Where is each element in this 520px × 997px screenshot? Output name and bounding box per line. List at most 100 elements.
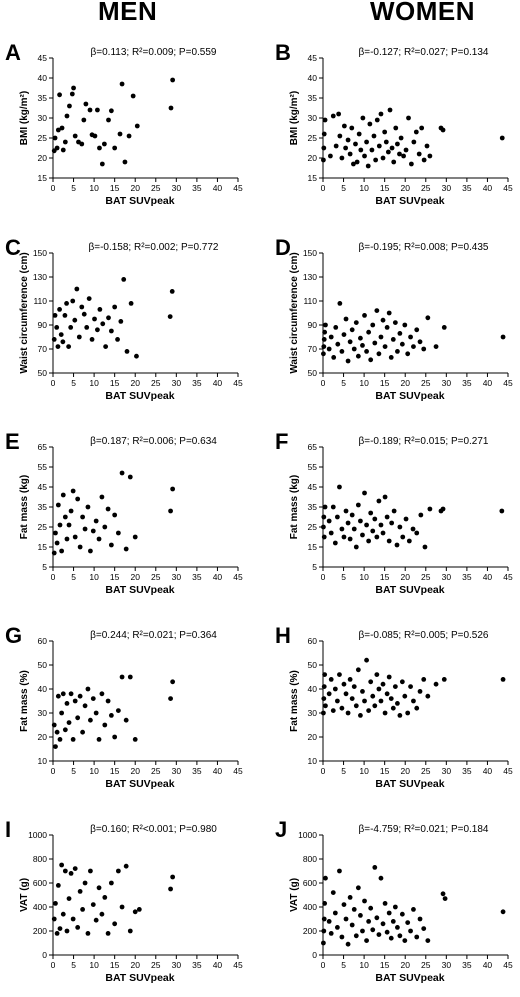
x-tick-label: 25 [151,960,161,970]
y-tick-label: 1000 [28,830,47,840]
x-tick-label: 35 [462,960,472,970]
data-point [102,722,108,728]
data-point [364,657,369,663]
x-axis-label: BAT SUVpeak [375,390,444,402]
y-tick-label: 35 [38,93,48,103]
data-point [68,871,74,876]
y-tick-label: 35 [308,93,318,103]
data-point [331,355,337,360]
data-point [417,916,423,922]
data-point [328,530,334,536]
data-point [337,868,342,874]
data-point [93,917,99,923]
data-point [330,890,336,895]
data-point [126,133,132,139]
data-point [122,159,128,165]
x-tick-label: 30 [172,572,182,582]
data-point [383,139,389,145]
x-tick-label: 5 [341,960,346,970]
y-tick-label: 70 [38,344,48,354]
data-point [123,546,129,552]
data-point [414,705,420,711]
data-point [326,919,332,924]
y-axis-label: Waist circumference (cm) [19,252,30,373]
data-point [75,925,81,930]
data-point [82,703,88,709]
x-tick-label: 15 [380,183,390,193]
x-tick-label: 20 [130,766,140,776]
data-point [362,490,367,496]
y-tick-label: 110 [303,296,317,306]
data-point [333,143,339,149]
data-point [123,717,129,723]
data-point [366,538,372,544]
x-axis-label: BAT SUVpeak [375,972,444,984]
data-point [395,701,400,706]
y-axis-label: Fat mass (kg) [19,475,30,539]
data-point [55,883,61,888]
data-point [96,885,102,891]
y-tick-label: 65 [38,442,48,452]
data-point [80,514,85,520]
x-tick-label: 25 [421,378,431,388]
x-tick-label: 30 [172,766,182,776]
data-point [112,734,118,740]
x-tick-label: 5 [71,572,76,582]
data-point [119,470,125,476]
data-point [371,133,377,139]
data-point [72,317,78,323]
y-tick-label: 30 [308,708,318,718]
data-point [403,147,409,153]
data-point [345,520,351,526]
y-axis-label: Fat mass (%) [289,670,300,732]
x-tick-label: 45 [233,378,243,388]
stats-annotation: β=0.187; R²=0.006; P=0.634 [90,436,217,447]
data-point [400,534,406,540]
data-point [66,720,72,725]
x-tick-label: 15 [110,183,120,193]
x-tick-label: 10 [89,378,99,388]
data-point [112,145,118,151]
y-tick-label: 40 [38,684,48,694]
data-point [374,915,380,921]
y-tick-label: 0 [312,950,317,960]
data-point [397,713,403,718]
data-point [362,313,367,318]
data-point [408,928,413,934]
data-point [382,494,388,500]
data-point [372,516,378,522]
y-tick-label: 35 [308,502,318,512]
x-tick-label: 45 [233,960,243,970]
y-tick-label: 800 [303,854,317,864]
x-axis-label: BAT SUVpeak [105,195,174,207]
y-tick-label: 600 [303,878,317,888]
y-tick-label: 55 [38,462,48,472]
women-column-heading: WOMEN [370,0,476,26]
data-point [333,325,339,330]
data-point [62,868,68,874]
y-tick-label: 150 [33,248,47,258]
data-point [351,346,357,352]
data-point [349,696,355,701]
data-point [440,891,446,897]
x-tick-label: 15 [380,960,390,970]
data-point [366,329,372,335]
data-point [53,901,58,906]
data-point [64,301,69,306]
data-point [55,344,61,349]
y-tick-label: 20 [38,153,48,163]
data-point [57,307,62,312]
data-point [440,127,446,133]
data-point [425,938,431,943]
data-point [358,147,364,153]
x-tick-label: 40 [483,572,493,582]
data-point [389,520,395,526]
data-point [168,508,173,514]
data-point [64,113,70,119]
data-point [85,931,91,936]
data-point [66,522,72,528]
x-tick-label: 0 [321,766,326,776]
